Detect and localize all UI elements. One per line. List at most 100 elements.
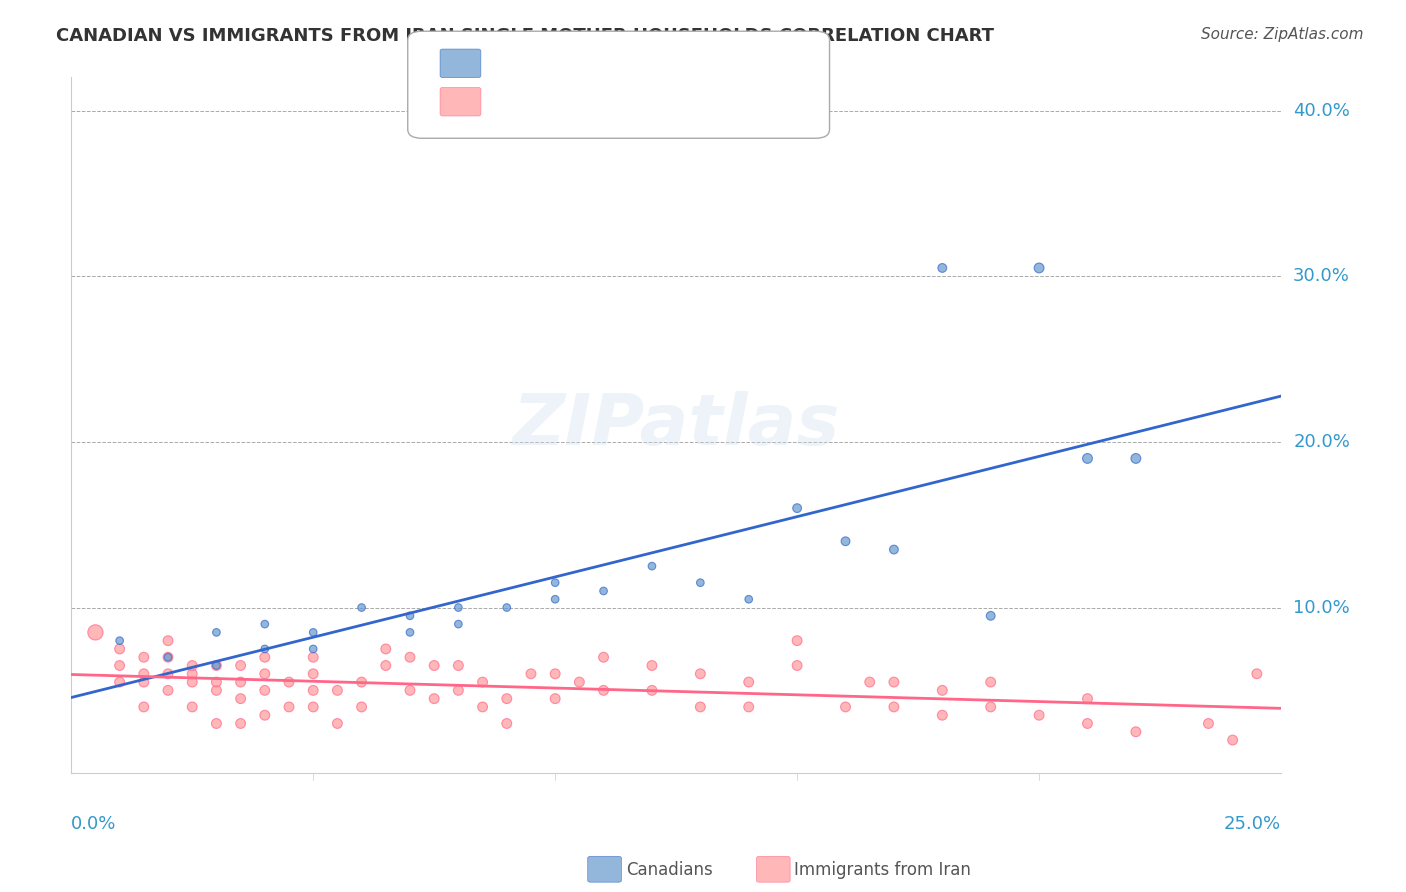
Point [205,625,228,640]
Point [980,608,1002,623]
Point [520,666,543,681]
Text: 25.0%: 25.0% [1225,815,1281,833]
Point [278,675,301,690]
Point [253,650,276,665]
Point [302,700,325,714]
Point [350,675,373,690]
Point [399,650,422,665]
Point [229,658,252,673]
Point [495,600,517,615]
Point [84,625,107,640]
Point [495,691,517,706]
Point [229,691,252,706]
Point [205,658,228,673]
Point [1222,733,1244,747]
Point [592,650,614,665]
Point [544,666,567,681]
Point [157,633,180,648]
Point [447,600,470,615]
Point [1198,716,1220,731]
Point [980,700,1002,714]
Point [132,675,155,690]
Point [931,260,953,275]
Point [108,675,131,690]
Text: 20.0%: 20.0% [1294,433,1350,450]
Point [423,658,446,673]
Text: 0.0%: 0.0% [72,815,117,833]
Point [132,700,155,714]
Point [859,675,882,690]
Point [786,501,808,516]
Point [253,708,276,723]
Point [350,600,373,615]
Point [1246,666,1268,681]
Point [302,683,325,698]
Point [447,683,470,698]
Point [374,658,396,673]
Point [181,666,204,681]
Text: Source: ZipAtlas.com: Source: ZipAtlas.com [1201,27,1364,42]
Point [229,675,252,690]
Point [883,542,905,557]
Point [157,650,180,665]
Point [495,716,517,731]
Text: CANADIAN VS IMMIGRANTS FROM IRAN SINGLE MOTHER HOUSEHOLDS CORRELATION CHART: CANADIAN VS IMMIGRANTS FROM IRAN SINGLE … [56,27,994,45]
Point [883,700,905,714]
Point [738,700,761,714]
Point [205,683,228,698]
Text: Canadians: Canadians [626,861,713,879]
Text: 10.0%: 10.0% [1294,599,1350,616]
Point [423,691,446,706]
Point [302,642,325,657]
Point [253,666,276,681]
Point [399,683,422,698]
Text: ZIPatlas: ZIPatlas [512,391,839,459]
Point [1076,451,1098,466]
Point [302,666,325,681]
Point [786,658,808,673]
Point [205,658,228,673]
Point [883,675,905,690]
Point [544,575,567,590]
Point [108,633,131,648]
Point [399,608,422,623]
Point [931,683,953,698]
Text: 30.0%: 30.0% [1294,268,1350,285]
Point [980,675,1002,690]
Point [1076,691,1098,706]
Point [641,658,664,673]
Point [471,675,494,690]
Point [374,642,396,657]
Point [108,658,131,673]
Point [592,584,614,599]
Point [157,683,180,698]
Point [181,675,204,690]
Point [931,708,953,723]
Point [641,559,664,574]
Point [229,716,252,731]
Point [302,625,325,640]
Point [786,633,808,648]
Point [447,617,470,632]
Point [689,700,711,714]
Point [302,650,325,665]
Point [1125,451,1147,466]
Point [738,592,761,607]
Point [181,700,204,714]
Point [253,683,276,698]
Point [1028,708,1050,723]
Text: 40.0%: 40.0% [1294,102,1350,120]
Text: R =  0.474   N = 28: R = 0.474 N = 28 [489,55,651,73]
Point [1076,716,1098,731]
Text: R = -0.183   N = 79: R = -0.183 N = 79 [489,93,652,111]
Point [326,683,349,698]
Point [205,675,228,690]
Point [278,700,301,714]
Point [738,675,761,690]
Point [132,666,155,681]
Point [253,642,276,657]
Point [132,650,155,665]
Point [108,642,131,657]
Point [205,716,228,731]
Text: Immigrants from Iran: Immigrants from Iran [794,861,972,879]
